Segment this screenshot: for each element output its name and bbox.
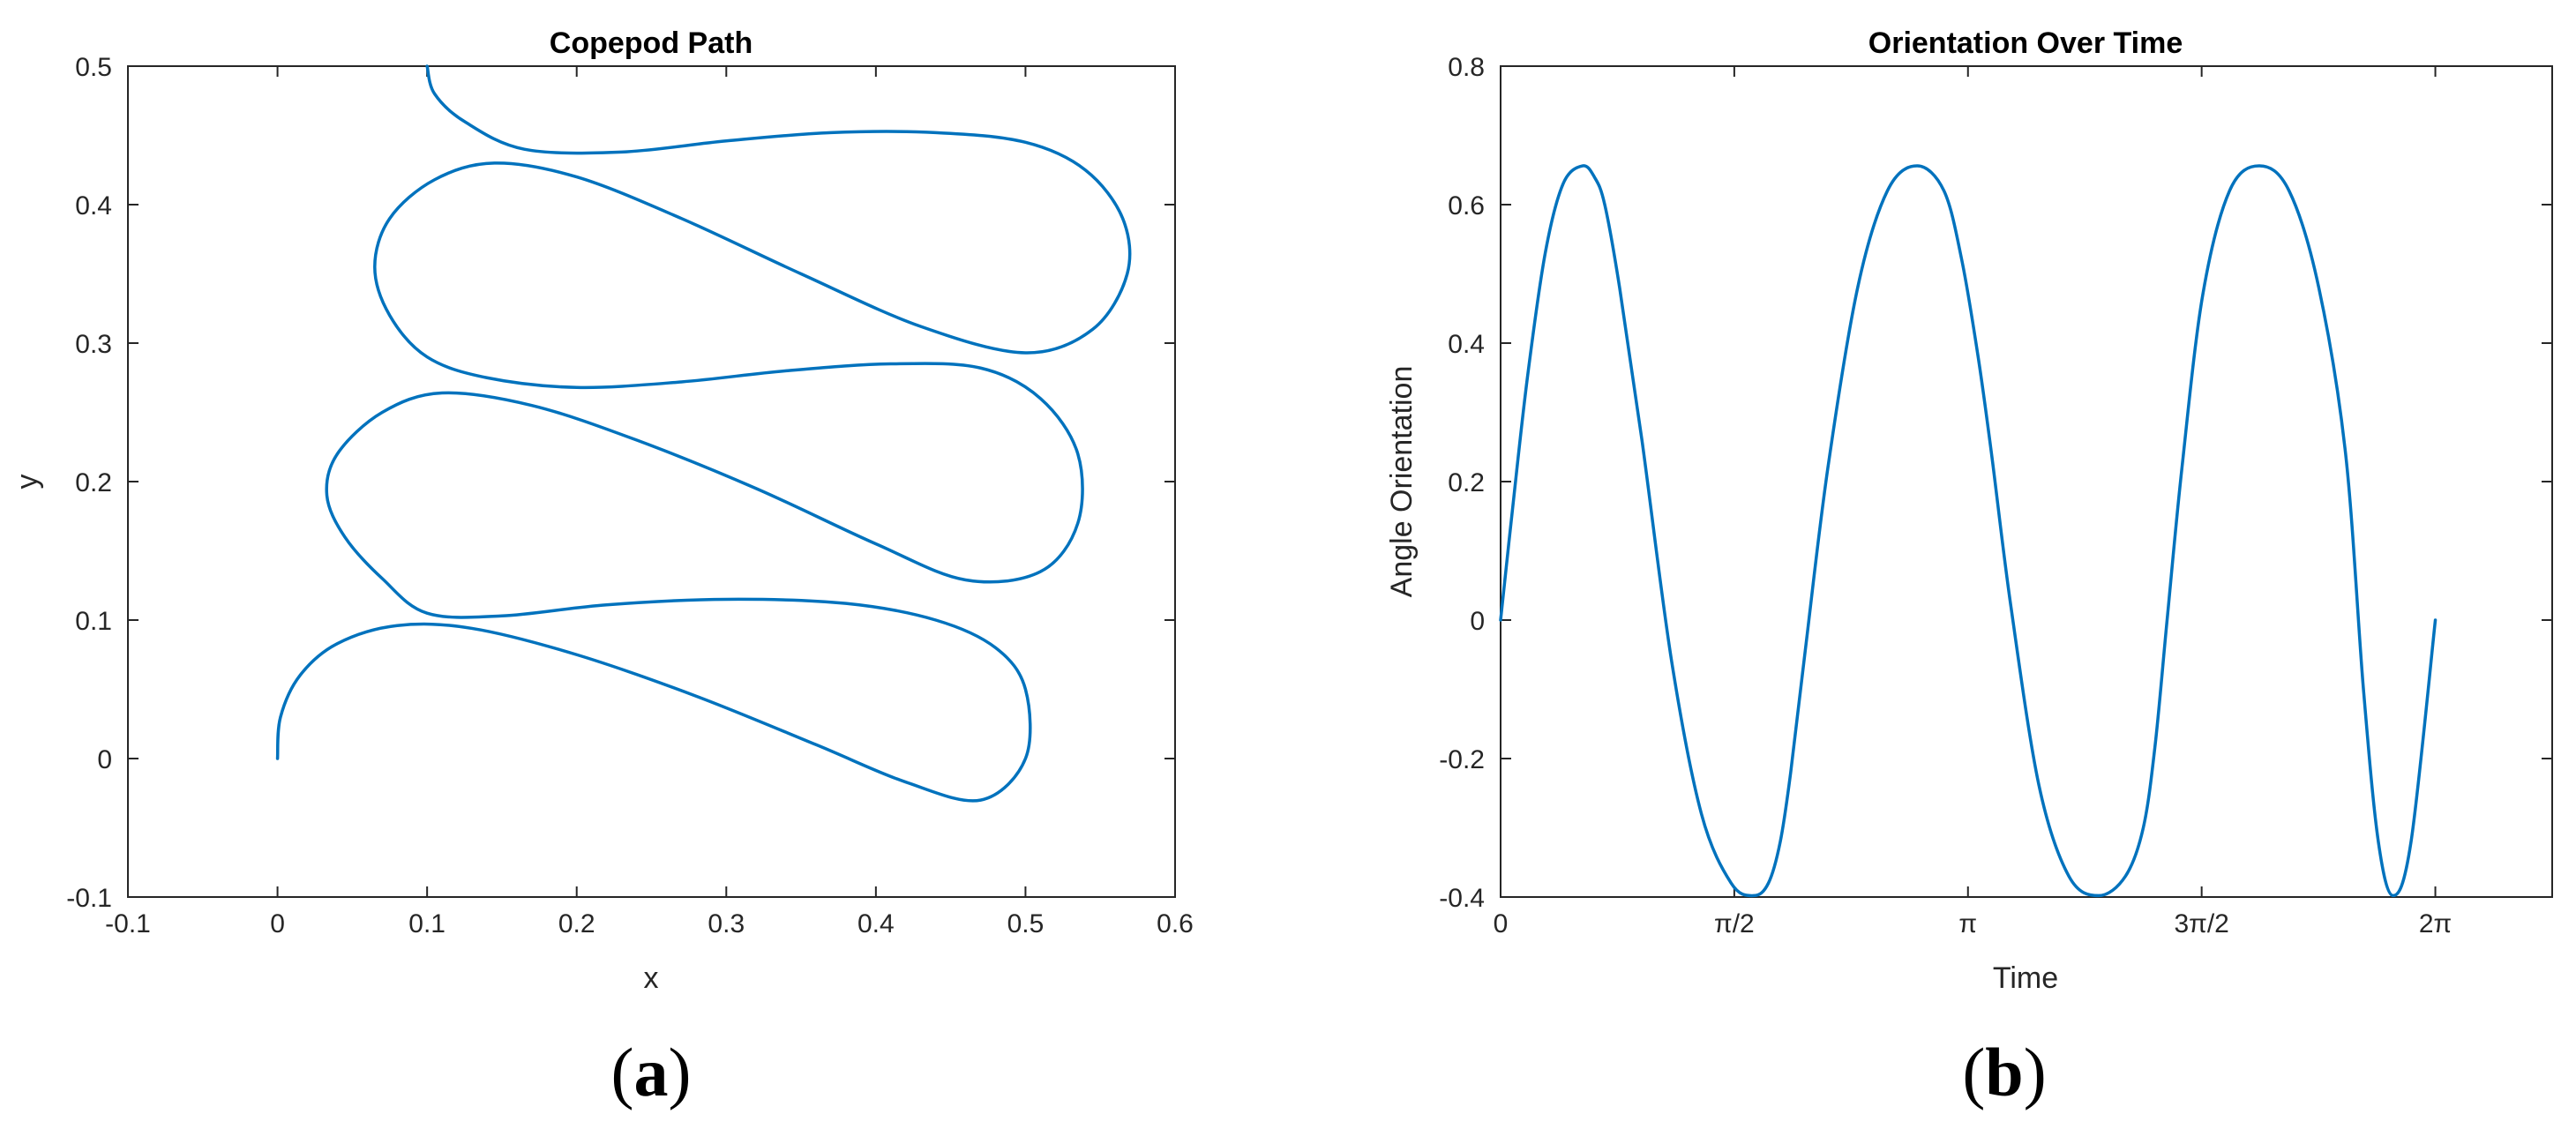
y-tick-label: -0.4 [1439, 884, 1485, 913]
x-tick-label: 0.3 [708, 909, 745, 938]
y-tick-label: 0.8 [1448, 53, 1485, 82]
y-tick-label: 0 [97, 745, 112, 774]
series-line-path [1499, 164, 2437, 898]
x-axis: 0 π/2 π 3π/2 2π [1494, 66, 2452, 938]
x-tick-label: π [1958, 909, 1977, 938]
x-tick-label: 0.6 [1157, 909, 1194, 938]
x-axis-label: Time [1993, 961, 2058, 995]
y-tick-label: 0.1 [75, 607, 112, 636]
chart-title: Orientation Over Time [1868, 26, 2183, 60]
x-tick-label: 0.4 [857, 909, 895, 938]
plot-area [1500, 65, 2553, 898]
y-tick-label: 0.2 [75, 468, 112, 497]
panel-label-b: (b) [1962, 1034, 2046, 1110]
x-tick-label: 0.1 [408, 909, 446, 938]
chart-copepod-path: Copepod Path -0.1 0 0.1 0.2 0.3 0.4 0.5 0.6 -0.… [11, 26, 1194, 1110]
y-tick-label: 0.4 [75, 191, 112, 221]
y-tick-label: 0.3 [75, 330, 112, 359]
y-tick-label: 0 [1470, 607, 1485, 636]
x-tick-label: -0.1 [105, 909, 151, 938]
x-tick-label: 0 [270, 909, 285, 938]
x-tick-label: 0.2 [558, 909, 595, 938]
x-axis: -0.1 0 0.1 0.2 0.3 0.4 0.5 0.6 [105, 66, 1194, 938]
chart-title: Copepod Path [550, 26, 753, 60]
y-tick-label: 0.6 [1448, 191, 1485, 221]
y-axis-label: y [11, 475, 44, 490]
y-axis-label: Angle Orientation [1385, 366, 1419, 598]
x-tick-label: 0 [1494, 909, 1509, 938]
series-line-path [275, 64, 1132, 803]
x-tick-label: 0.5 [1007, 909, 1045, 938]
x-axis-label: x [644, 961, 659, 995]
y-tick-label: -0.1 [66, 884, 112, 913]
panel-label-a: (a) [611, 1034, 692, 1110]
x-tick-label: π/2 [1714, 909, 1755, 938]
y-axis: -0.4 -0.2 0 0.2 0.4 0.6 0.8 [1439, 53, 2552, 913]
y-axis: -0.1 0 0.1 0.2 0.3 0.4 0.5 [66, 53, 1175, 913]
y-tick-label: 0.4 [1448, 330, 1485, 359]
y-tick-label: 0.5 [75, 53, 112, 82]
y-tick-label: 0.2 [1448, 468, 1485, 497]
x-tick-label: 2π [2419, 909, 2452, 938]
y-tick-label: -0.2 [1439, 745, 1485, 774]
chart-orientation-over-time: Orientation Over Time 0 π/2 π 3π/2 2π -0.4-0… [1385, 26, 2553, 1110]
x-tick-label: 3π/2 [2174, 909, 2228, 938]
